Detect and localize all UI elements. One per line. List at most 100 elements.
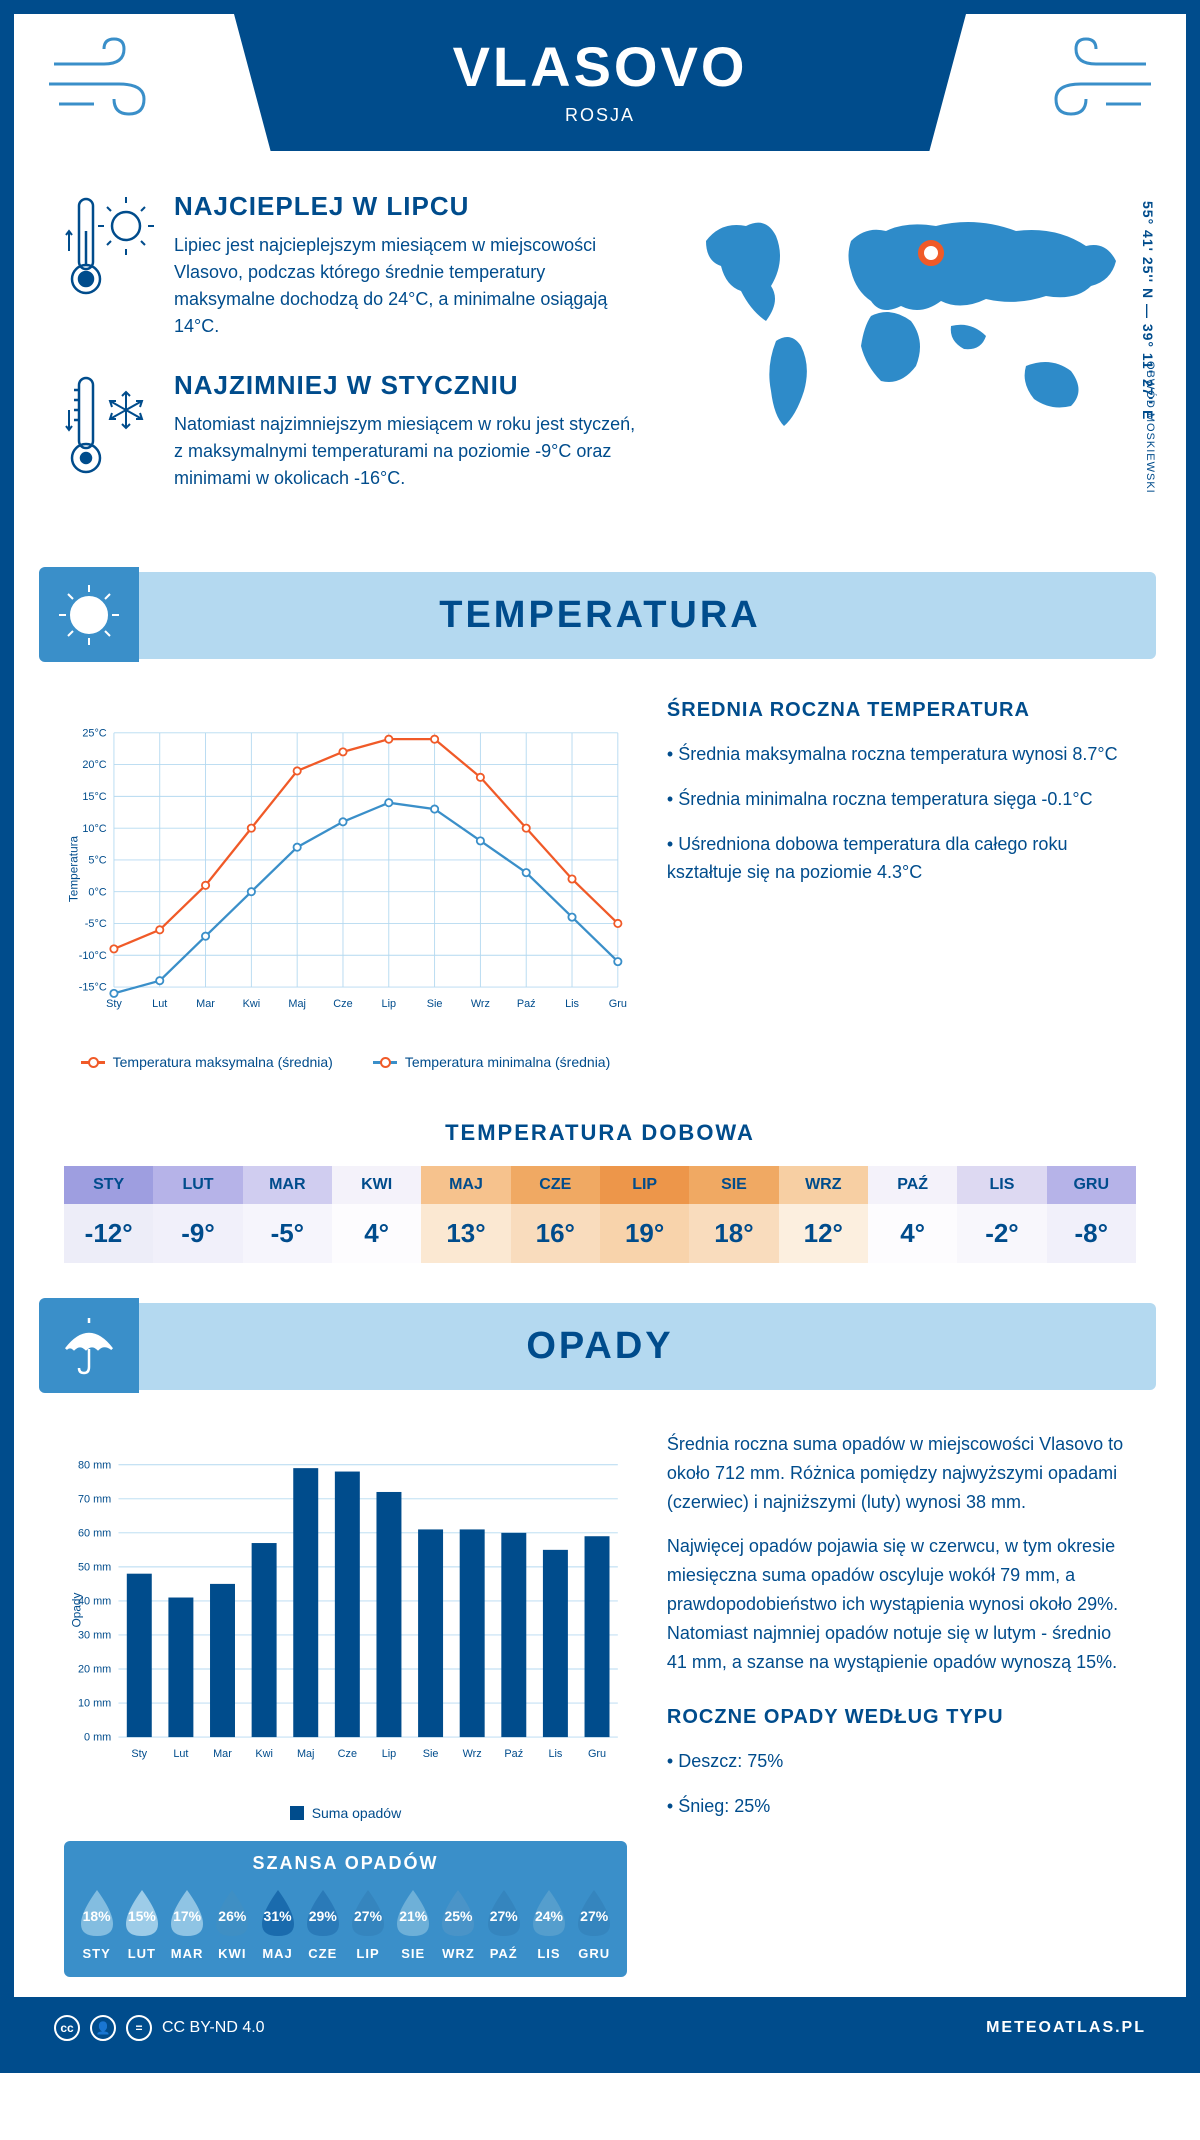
daily-temp-cell: SIE18° xyxy=(689,1166,778,1263)
temp-chart-legend: .leg-sw:nth-child(1)::after{border-color… xyxy=(64,1054,627,1070)
precip-text: Najwięcej opadów pojawia się w czerwcu, … xyxy=(667,1532,1136,1676)
svg-text:30 mm: 30 mm xyxy=(78,1630,111,1642)
license-label: CC BY-ND 4.0 xyxy=(162,2019,265,2037)
nd-icon: = xyxy=(126,2015,152,2041)
svg-text:10 mm: 10 mm xyxy=(78,1698,111,1710)
svg-text:Paź: Paź xyxy=(517,998,536,1010)
avg-temp-title: ŚREDNIA ROCZNA TEMPERATURA xyxy=(667,699,1136,722)
precip-chance-drop: 17%MAR xyxy=(165,1886,209,1961)
svg-text:60 mm: 60 mm xyxy=(78,1527,111,1539)
precip-chance-drop: 29%CZE xyxy=(301,1886,345,1961)
svg-text:Lip: Lip xyxy=(382,998,397,1010)
precip-chance-drop: 24%LIS xyxy=(527,1886,571,1961)
svg-text:15°C: 15°C xyxy=(82,791,106,803)
avg-temp-bullet: • Średnia maksymalna roczna temperatura … xyxy=(667,740,1136,769)
precip-chance-panel: SZANSA OPADÓW 18%STY15%LUT17%MAR26%KWI31… xyxy=(64,1841,627,1977)
city-name: VLASOVO xyxy=(234,34,966,99)
svg-text:Maj: Maj xyxy=(297,1748,315,1760)
daily-temp-table: STY-12°LUT-9°MAR-5°KWI4°MAJ13°CZE16°LIP1… xyxy=(64,1166,1136,1263)
svg-text:Kwi: Kwi xyxy=(243,998,261,1010)
world-map: 55° 41' 25'' N — 39° 11' 27'' E OBWÓD MO… xyxy=(676,191,1136,522)
precip-chance-drop: 27%LIP xyxy=(346,1886,390,1961)
svg-text:Cze: Cze xyxy=(338,1748,357,1760)
svg-text:5°C: 5°C xyxy=(88,855,106,867)
precip-chance-drop: 18%STY xyxy=(75,1886,119,1961)
daily-temp-cell: WRZ12° xyxy=(779,1166,868,1263)
svg-text:-10°C: -10°C xyxy=(79,950,107,962)
svg-text:Mar: Mar xyxy=(196,998,215,1010)
precip-type-title: ROCZNE OPADY WEDŁUG TYPU xyxy=(667,1706,1136,1729)
svg-text:Lis: Lis xyxy=(565,998,579,1010)
svg-text:10°C: 10°C xyxy=(82,823,106,835)
svg-text:Gru: Gru xyxy=(609,998,627,1010)
svg-text:50 mm: 50 mm xyxy=(78,1562,111,1574)
precipitation-section-header: OPADY xyxy=(44,1303,1156,1390)
page-footer: cc 👤 = CC BY-ND 4.0 METEOATLAS.PL xyxy=(14,1997,1186,2059)
daily-temp-cell: LUT-9° xyxy=(153,1166,242,1263)
svg-text:Sty: Sty xyxy=(106,998,122,1010)
daily-temp-cell: MAJ13° xyxy=(421,1166,510,1263)
daily-temp-cell: LIP19° xyxy=(600,1166,689,1263)
temperature-line-chart: -15°C -10°C -5°C 0°C 5°C 10°C 15°C 20°C 25°C Sty L… xyxy=(64,699,627,1039)
precipitation-bar-chart: 0 mm10 mm20 mm30 mm40 mm50 mm60 mm70 mm8… xyxy=(64,1430,627,1790)
avg-temp-bullet: • Średnia minimalna roczna temperatura s… xyxy=(667,785,1136,814)
warm-title: NAJCIEPLEJ W LIPCU xyxy=(174,191,646,222)
precip-chance-drop: 21%SIE xyxy=(391,1886,435,1961)
svg-text:Wrz: Wrz xyxy=(463,1748,482,1760)
svg-text:Paź: Paź xyxy=(504,1748,523,1760)
thermometer-snow-icon xyxy=(64,370,154,480)
daily-temp-cell: PAŹ4° xyxy=(868,1166,957,1263)
wind-icon xyxy=(1036,34,1156,124)
svg-text:70 mm: 70 mm xyxy=(78,1493,111,1505)
country-name: ROSJA xyxy=(234,105,966,126)
precip-chance-drop: 31%MAJ xyxy=(256,1886,300,1961)
svg-text:Lip: Lip xyxy=(382,1748,397,1760)
cc-icon: cc xyxy=(54,2015,80,2041)
svg-text:-15°C: -15°C xyxy=(79,982,107,994)
daily-temp-cell: CZE16° xyxy=(511,1166,600,1263)
svg-text:Mar: Mar xyxy=(213,1748,232,1760)
svg-text:Gru: Gru xyxy=(588,1748,606,1760)
warmest-fact: NAJCIEPLEJ W LIPCU Lipiec jest najcieple… xyxy=(64,191,646,340)
svg-text:Maj: Maj xyxy=(288,998,306,1010)
daily-temp-cell: STY-12° xyxy=(64,1166,153,1263)
svg-text:20°C: 20°C xyxy=(82,759,106,771)
daily-temp-title: TEMPERATURA DOBOWA xyxy=(14,1120,1186,1146)
svg-text:Sie: Sie xyxy=(427,998,443,1010)
precip-chance-drop: 15%LUT xyxy=(120,1886,164,1961)
avg-temp-bullet: • Uśredniona dobowa temperatura dla całe… xyxy=(667,830,1136,888)
site-name: METEOATLAS.PL xyxy=(986,2019,1146,2037)
sun-icon xyxy=(54,580,124,650)
page-header: VLASOVO ROSJA xyxy=(234,14,966,151)
temperature-section-header: TEMPERATURA xyxy=(44,572,1156,659)
daily-temp-cell: MAR-5° xyxy=(243,1166,332,1263)
svg-text:20 mm: 20 mm xyxy=(78,1664,111,1676)
svg-text:Lut: Lut xyxy=(173,1748,188,1760)
wind-icon xyxy=(44,34,164,124)
svg-text:25°C: 25°C xyxy=(82,727,106,739)
svg-text:Wrz: Wrz xyxy=(471,998,490,1010)
cold-title: NAJZIMNIEJ W STYCZNIU xyxy=(174,370,646,401)
svg-text:-5°C: -5°C xyxy=(85,918,107,930)
thermometer-sun-icon xyxy=(64,191,154,301)
precip-type-bullet: • Deszcz: 75% xyxy=(667,1747,1136,1776)
umbrella-icon xyxy=(54,1311,124,1381)
precip-chance-drop: 27%PAŹ xyxy=(482,1886,526,1961)
coldest-fact: NAJZIMNIEJ W STYCZNIU Natomiast najzimni… xyxy=(64,370,646,492)
precip-chance-drop: 26%KWI xyxy=(210,1886,254,1961)
svg-text:Lut: Lut xyxy=(152,998,167,1010)
daily-temp-cell: LIS-2° xyxy=(957,1166,1046,1263)
svg-text:Lis: Lis xyxy=(548,1748,562,1760)
by-icon: 👤 xyxy=(90,2015,116,2041)
precip-chance-drop: 27%GRU xyxy=(572,1886,616,1961)
svg-text:0 mm: 0 mm xyxy=(84,1732,111,1744)
precip-chance-drop: 25%WRZ xyxy=(436,1886,480,1961)
svg-text:0°C: 0°C xyxy=(88,886,106,898)
svg-text:80 mm: 80 mm xyxy=(78,1459,111,1471)
svg-text:Temperatura: Temperatura xyxy=(67,835,81,902)
precip-text: Średnia roczna suma opadów w miejscowośc… xyxy=(667,1430,1136,1516)
daily-temp-cell: KWI4° xyxy=(332,1166,421,1263)
daily-temp-cell: GRU-8° xyxy=(1047,1166,1136,1263)
precip-type-bullet: • Śnieg: 25% xyxy=(667,1792,1136,1821)
precip-chart-legend: Suma opadów xyxy=(64,1805,627,1821)
